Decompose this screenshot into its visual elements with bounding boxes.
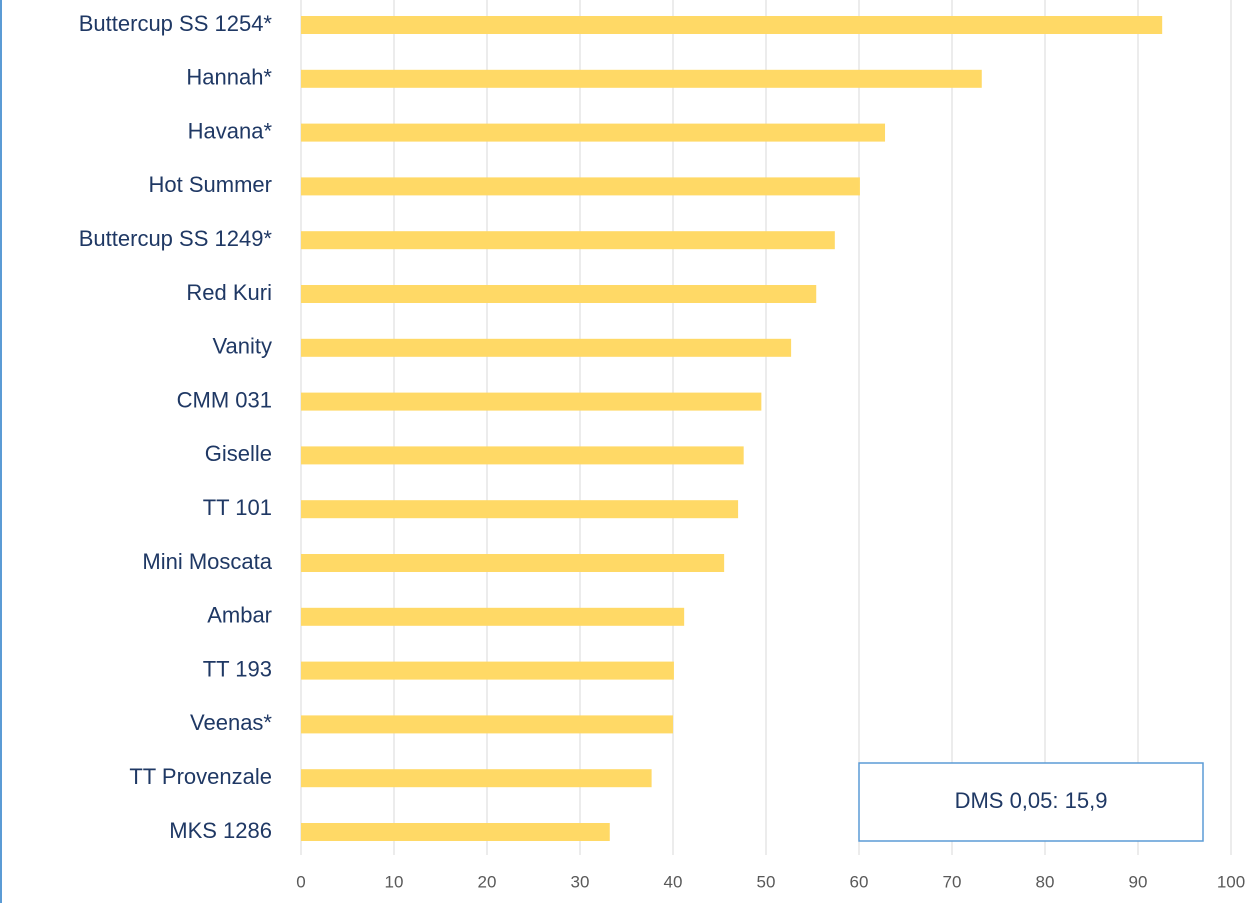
annotation: DMS 0,05: 15,9 — [955, 788, 1108, 813]
bar — [301, 715, 673, 734]
x-tick-label: 90 — [1129, 872, 1148, 891]
bar — [301, 123, 886, 142]
bar — [301, 338, 792, 357]
bar — [301, 769, 652, 788]
bar — [301, 16, 1163, 34]
x-tick-label: 40 — [664, 872, 683, 891]
y-tick-label: CMM 031 — [177, 387, 272, 412]
x-tick-label: 10 — [385, 872, 404, 891]
grid — [300, 0, 1232, 855]
y-tick-label: Buttercup SS 1249* — [79, 226, 273, 251]
annotation-box — [858, 762, 1204, 842]
bar — [301, 661, 674, 680]
y-tick-label: Mini Moscata — [142, 549, 272, 574]
bar — [301, 500, 739, 519]
y-tick-label: Hot Summer — [149, 172, 272, 197]
bars — [301, 16, 1163, 841]
bar — [301, 823, 610, 841]
bar — [301, 392, 762, 411]
x-tick-label: 50 — [757, 872, 776, 891]
x-tick-label: 20 — [478, 872, 497, 891]
y-tick-label: TT 101 — [203, 495, 272, 520]
y-tick-label: Veenas* — [190, 710, 272, 735]
bar — [301, 607, 685, 626]
bar — [301, 554, 725, 572]
bar — [301, 69, 982, 88]
x-tick-label: 30 — [571, 872, 590, 891]
bar — [301, 177, 860, 196]
x-tick-label: 100 — [1217, 872, 1245, 891]
y-tick-label: Buttercup SS 1254* — [79, 11, 273, 36]
x-tick-label: 70 — [943, 872, 962, 891]
bar — [301, 285, 817, 303]
y-tick-label: TT Provenzale — [129, 764, 272, 789]
x-tick-label: 60 — [850, 872, 869, 891]
y-tick-label: Red Kuri — [186, 280, 272, 305]
y-tick-label: Vanity — [212, 334, 272, 359]
y-tick-label: TT 193 — [203, 656, 272, 681]
y-tick-label: MKS 1286 — [169, 818, 272, 843]
y-tick-label: Havana* — [188, 118, 273, 143]
bar — [301, 231, 835, 250]
x-tick-label: 0 — [296, 872, 305, 891]
y-tick-label: Ambar — [207, 603, 272, 628]
y-tick-label: Hannah* — [186, 65, 272, 90]
y-tick-label: Giselle — [205, 441, 272, 466]
bar — [301, 446, 744, 465]
x-tick-label: 80 — [1036, 872, 1055, 891]
